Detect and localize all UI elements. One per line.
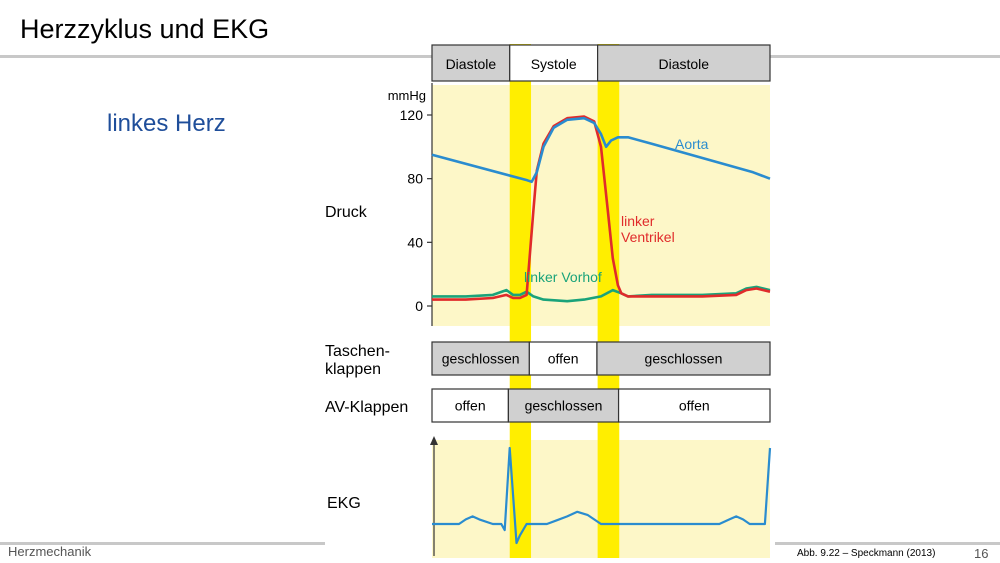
- semilunar-valve-box-3: [596, 341, 771, 376]
- y-tick-label: 0: [415, 298, 423, 314]
- ekg-axis-arrow-icon: [430, 436, 438, 445]
- ekg-trace: [432, 446, 772, 545]
- y-tick-label: 40: [407, 234, 423, 250]
- figure-citation: Abb. 9.22 – Speckmann (2013): [797, 548, 936, 559]
- phase-label-1: Diastole: [446, 56, 497, 72]
- highlight-band-2: [597, 44, 620, 558]
- av-valve-label-2: geschlossen: [525, 398, 603, 414]
- page-number: 16: [974, 546, 989, 561]
- row-label-av-valves: AV-Klappen: [325, 399, 408, 416]
- slide-title: Herzzyklus und EKG: [20, 14, 270, 44]
- row-label-ekg: EKG: [327, 495, 361, 512]
- y-tick-label: 80: [407, 171, 423, 187]
- semilunar-valve-label-1: geschlossen: [442, 351, 520, 367]
- footer-divider-right: [775, 542, 1000, 545]
- av-valve-label-3: offen: [679, 398, 710, 414]
- series-label-ventricle-line2: Ventrikel: [621, 229, 675, 245]
- series-line-aorta: [431, 116, 771, 184]
- semilunar-valve-label-2: offen: [548, 351, 579, 367]
- footer-divider: [0, 542, 325, 545]
- series-line-linker-vorhof: [432, 285, 771, 303]
- row-label-pressure: Druck: [325, 204, 368, 221]
- phase-box-3: [597, 44, 771, 82]
- av-valve-box-3: [617, 388, 771, 423]
- semilunar-valve-label-3: geschlossen: [645, 351, 723, 367]
- footer-section-label: Herzmechanik: [8, 544, 92, 559]
- series-label-ventricle-line1: linker: [621, 213, 655, 229]
- series-label-atrium: linker Vorhof: [524, 269, 602, 285]
- y-tick-label: 120: [400, 107, 424, 123]
- av-valve-label-1: offen: [455, 398, 486, 414]
- phase-label-3: Diastole: [659, 56, 710, 72]
- row-label-semilunar-line1: Taschen-: [325, 343, 390, 360]
- av-valve-box-2: [507, 388, 620, 423]
- series-label-aorta: Aorta: [675, 136, 709, 152]
- row-label-semilunar-line2: klappen: [325, 361, 381, 378]
- series-line-linker-ventrikel: [432, 115, 771, 301]
- pressure-unit-label: mmHg: [388, 88, 426, 103]
- slide-subtitle: linkes Herz: [107, 110, 226, 137]
- semilunar-valve-box-1: [431, 341, 530, 376]
- phase-label-2: Systole: [531, 56, 577, 72]
- highlight-band-1: [509, 44, 532, 558]
- av-valve-box-1: [431, 388, 509, 423]
